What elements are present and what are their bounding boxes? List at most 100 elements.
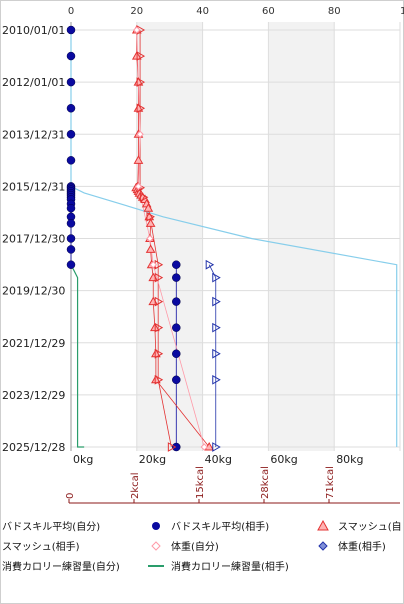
kcal-tick-label: 28kcal xyxy=(260,466,271,499)
legend-item: スマッシュ(自 xyxy=(312,518,402,533)
series-3-point xyxy=(139,192,149,203)
shaded-band-0 xyxy=(136,22,203,451)
y-tick-label: 2013/12/31 xyxy=(2,128,65,141)
series-2-point xyxy=(145,218,156,227)
y-tick-label: 2015/12/31 xyxy=(2,180,65,193)
y-tick-label: 2025/12/28 xyxy=(2,441,65,454)
legend-item: 消費カロリー練習量(相手) xyxy=(145,558,289,573)
series-5-point xyxy=(212,374,221,385)
series-4-point xyxy=(200,443,208,451)
legend-item: バドスキル平均(相手) xyxy=(145,518,269,533)
series-4-point xyxy=(133,26,141,34)
y-tick-label: 2023/12/29 xyxy=(2,389,65,402)
series-0-point xyxy=(66,130,76,139)
y-tick-label: 2021/12/29 xyxy=(2,337,65,350)
series-3-point xyxy=(167,442,177,452)
series-1-point xyxy=(172,323,181,332)
series-0-point xyxy=(66,104,76,113)
series-0-point xyxy=(66,219,76,228)
series-5-point xyxy=(212,348,221,359)
series-4-point xyxy=(134,182,143,191)
legend: バドスキル平均(自分) バドスキル平均(相手) スマッシュ(自スマッシュ(相手) 体重… xyxy=(0,514,404,604)
series-0-point xyxy=(66,25,76,35)
legend-label: 消費カロリー練習量(自分) xyxy=(2,562,120,573)
x-top-tick-label: 0 xyxy=(68,6,74,17)
series-2-point xyxy=(133,155,144,164)
legend-item: 体重(自分) xyxy=(145,538,219,553)
legend-label: 体重(相手) xyxy=(338,542,386,553)
series-line-7 xyxy=(70,264,85,448)
series-5-point xyxy=(212,272,221,283)
legend-item: 消費カロリー練習量(自分) xyxy=(2,558,120,573)
series-0-point xyxy=(66,51,76,61)
series-2-point xyxy=(145,244,156,253)
x-bottom-tick-label: 40kg xyxy=(205,453,232,466)
series-0-point xyxy=(66,203,76,213)
legend-label: 消費カロリー練習量(相手) xyxy=(171,562,289,573)
x-top-tick-label: 10 xyxy=(400,6,404,17)
series-4-point xyxy=(149,260,157,269)
legend-item: バドスキル平均(自分) xyxy=(2,518,100,533)
series-0-point xyxy=(66,245,76,254)
kcal-tick-label: 0 xyxy=(65,493,76,499)
y-tick-label: 2012/01/01 xyxy=(2,76,65,89)
legend-symbol xyxy=(317,519,329,530)
x-top-tick-label: 20 xyxy=(130,6,143,17)
series-2-point xyxy=(151,348,161,358)
series-1-point xyxy=(172,349,181,358)
series-3-point xyxy=(154,272,164,283)
series-0-point xyxy=(66,77,76,87)
series-3-point xyxy=(154,322,164,333)
series-line-4 xyxy=(136,29,205,448)
series-2-point xyxy=(143,203,154,212)
y-tick-label: 2010/01/01 xyxy=(2,24,65,37)
legend-label: スマッシュ(自 xyxy=(338,522,402,533)
x-bottom-tick-label: 20kg xyxy=(139,453,166,466)
series-3-point xyxy=(136,51,146,61)
legend-symbol xyxy=(151,540,161,551)
legend-label: バドスキル平均(自分) xyxy=(2,522,101,533)
shaded-band-1 xyxy=(268,22,335,451)
x-top-tick-label: 60 xyxy=(262,6,275,17)
series-4-point xyxy=(136,130,144,138)
y-tick-label: 2019/12/30 xyxy=(2,285,65,298)
legend-item: スマッシュ(相手) xyxy=(2,538,80,553)
series-0-point xyxy=(66,260,76,269)
legend-symbol xyxy=(318,540,328,551)
legend-item: 体重(相手) xyxy=(312,538,386,553)
series-0-point xyxy=(66,234,76,243)
series-3-point xyxy=(154,296,164,307)
series-3-point xyxy=(136,77,146,87)
series-3-point xyxy=(136,103,146,114)
series-0-point xyxy=(66,156,76,165)
series-5-point xyxy=(212,296,221,307)
legend-label: バドスキル平均(相手) xyxy=(171,522,270,533)
series-5-point xyxy=(212,442,221,452)
x-bottom-tick-label: 80kg xyxy=(336,453,363,466)
series-1-point xyxy=(172,375,181,385)
series-5-point xyxy=(205,259,215,270)
series-1-point xyxy=(172,297,181,306)
legend-symbol xyxy=(148,564,164,567)
series-5-point xyxy=(212,322,221,333)
series-3-point xyxy=(154,348,164,359)
series-4-point xyxy=(146,234,154,243)
legend-label: スマッシュ(相手) xyxy=(2,542,80,553)
x-top-tick-label: 80 xyxy=(328,6,341,17)
series-2-point xyxy=(151,374,161,384)
chart-canvas: 0 20 40 60 80 10 0kg 20kg 40kg 60kg 80kg 2010/01/01… xyxy=(2,6,404,504)
kcal-tick-label: 15kcal xyxy=(195,466,206,499)
kcal-tick-label: 2kcal xyxy=(130,472,141,499)
series-line-5 xyxy=(208,264,217,447)
x-top-tick-label: 40 xyxy=(196,6,209,17)
y-tick-label: 2017/12/30 xyxy=(2,233,65,246)
kcal-tick-label: 71kcal xyxy=(325,466,336,499)
legend-label: 体重(自分) xyxy=(171,542,219,553)
series-1-point xyxy=(172,260,181,269)
series-3-point xyxy=(146,211,155,222)
x-bottom-tick-label: 60kg xyxy=(270,453,297,466)
x-bottom-tick-label: 0kg xyxy=(73,453,93,466)
legend-symbol xyxy=(152,521,160,530)
series-1-point xyxy=(172,273,181,282)
series-3-point xyxy=(154,374,164,385)
